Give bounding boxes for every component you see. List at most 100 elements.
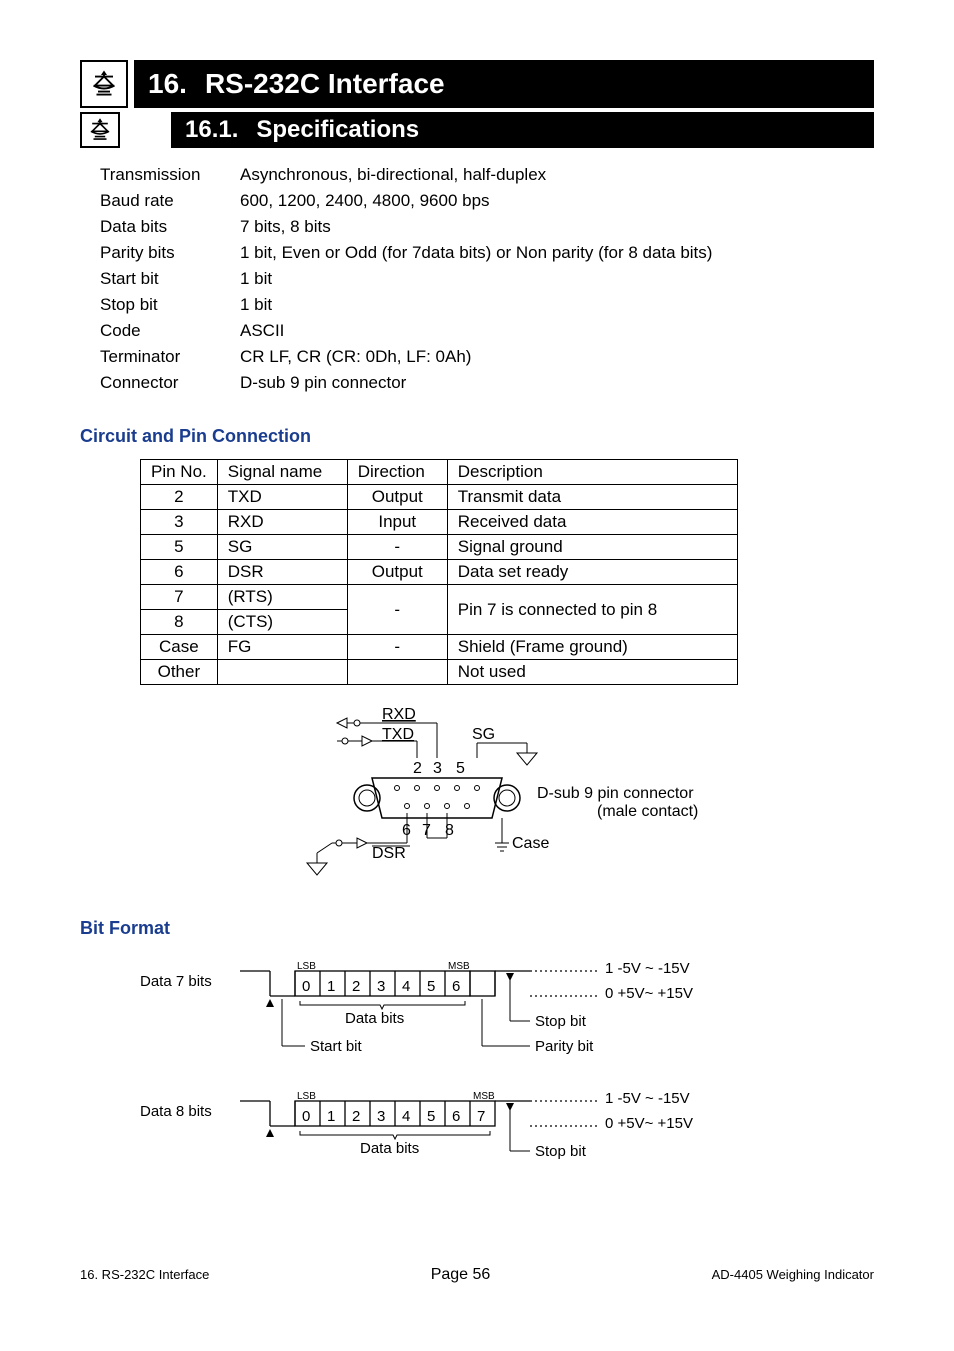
footer-center: Page 56 (431, 1266, 491, 1284)
table-row: OtherNot used (141, 660, 738, 685)
spec-label: Stop bit (100, 295, 240, 315)
svg-text:3: 3 (377, 978, 385, 995)
svg-text:7: 7 (477, 1108, 485, 1125)
footer-left: 16. RS-232C Interface (80, 1267, 209, 1282)
chapter-title-bar: 16. RS-232C Interface (134, 60, 874, 108)
svg-text:MSB: MSB (448, 961, 470, 972)
page-footer: 16. RS-232C Interface Page 56 AD-4405 We… (80, 1266, 874, 1284)
spec-row: CodeASCII (100, 318, 874, 344)
subheading-circuit: Circuit and Pin Connection (80, 426, 874, 447)
svg-text:5: 5 (427, 1108, 435, 1125)
chapter-header: 16. RS-232C Interface (80, 60, 874, 108)
spec-label: Start bit (100, 269, 240, 289)
col-desc: Description (447, 460, 737, 485)
col-dir: Direction (347, 460, 447, 485)
svg-text:Data 8 bits: Data 8 bits (140, 1103, 212, 1120)
col-signal: Signal name (217, 460, 347, 485)
spec-row: TransmissionAsynchronous, bi-directional… (100, 162, 874, 188)
table-row: 2TXDOutputTransmit data (141, 485, 738, 510)
svg-text:5: 5 (427, 978, 435, 995)
svg-text:Data bits: Data bits (345, 1010, 404, 1027)
spec-value: Asynchronous, bi-directional, half-duple… (240, 165, 874, 185)
table-header-row: Pin No. Signal name Direction Descriptio… (141, 460, 738, 485)
scale-icon (80, 60, 128, 108)
spec-value: CR LF, CR (CR: 0Dh, LF: 0Ah) (240, 347, 874, 367)
svg-text:2: 2 (413, 760, 422, 777)
svg-text:6: 6 (452, 1108, 460, 1125)
spec-row: Stop bit1 bit (100, 292, 874, 318)
spec-row: Data bits7 bits, 8 bits (100, 214, 874, 240)
spec-value: 1 bit (240, 269, 874, 289)
spec-row: Parity bits1 bit, Even or Odd (for 7data… (100, 240, 874, 266)
svg-text:RXD: RXD (382, 706, 416, 723)
svg-text:0: 0 (302, 978, 310, 995)
spec-value: ASCII (240, 321, 874, 341)
footer-right: AD-4405 Weighing Indicator (712, 1267, 874, 1282)
chapter-number: 16. (148, 68, 187, 100)
table-row: 7(RTS)-Pin 7 is connected to pin 8 (141, 585, 738, 610)
table-row: 5SG-Signal ground (141, 535, 738, 560)
section-number: 16.1. (185, 116, 238, 144)
spec-row: ConnectorD-sub 9 pin connector (100, 370, 874, 396)
svg-text:DSR: DSR (372, 845, 406, 862)
table-row: 6DSROutputData set ready (141, 560, 738, 585)
spec-row: TerminatorCR LF, CR (CR: 0Dh, LF: 0Ah) (100, 344, 874, 370)
svg-text:Start bit: Start bit (310, 1038, 363, 1055)
spec-row: Baud rate600, 1200, 2400, 4800, 9600 bps (100, 188, 874, 214)
connector-diagram: 2 3 5 6 7 8 RXD TXD SG DSR Case D-sub 9 … (80, 703, 874, 888)
svg-text:2: 2 (352, 1108, 360, 1125)
section-header: 16.1. Specifications (80, 112, 874, 148)
spec-list: TransmissionAsynchronous, bi-directional… (100, 162, 874, 396)
svg-text:2: 2 (352, 978, 360, 995)
svg-text:6: 6 (452, 978, 460, 995)
bit-format-diagram: Data 7 bits LSB MSB 0123456 1 -5V ~ -15V… (110, 951, 874, 1216)
svg-text:MSB: MSB (473, 1091, 495, 1102)
pin-table: Pin No. Signal name Direction Descriptio… (140, 459, 738, 685)
svg-text:TXD: TXD (382, 726, 414, 743)
col-pin: Pin No. (141, 460, 218, 485)
svg-text:0 +5V~ +15V: 0 +5V~ +15V (605, 985, 693, 1002)
spec-label: Code (100, 321, 240, 341)
spec-value: 1 bit (240, 295, 874, 315)
svg-text:(male contact): (male contact) (597, 803, 698, 820)
svg-text:4: 4 (402, 1108, 410, 1125)
svg-text:1 -5V ~ -15V: 1 -5V ~ -15V (605, 960, 690, 977)
svg-text:1: 1 (327, 1108, 335, 1125)
spec-value: 1 bit, Even or Odd (for 7data bits) or N… (240, 243, 874, 263)
svg-text:3: 3 (377, 1108, 385, 1125)
chapter-title: RS-232C Interface (205, 68, 445, 100)
spec-label: Data bits (100, 217, 240, 237)
scale-icon (80, 112, 120, 148)
svg-text:Parity bit: Parity bit (535, 1038, 594, 1055)
svg-text:8: 8 (445, 822, 454, 839)
svg-text:LSB: LSB (297, 961, 316, 972)
svg-text:3: 3 (433, 760, 442, 777)
spec-value: 7 bits, 8 bits (240, 217, 874, 237)
spec-row: Start bit1 bit (100, 266, 874, 292)
svg-text:0 +5V~ +15V: 0 +5V~ +15V (605, 1115, 693, 1132)
table-row: CaseFG-Shield (Frame ground) (141, 635, 738, 660)
svg-text:D-sub 9 pin connector: D-sub 9 pin connector (537, 785, 694, 802)
svg-text:SG: SG (472, 726, 495, 743)
svg-text:Case: Case (512, 835, 549, 852)
spec-label: Connector (100, 373, 240, 393)
spec-label: Parity bits (100, 243, 240, 263)
table-row: 3RXDInputReceived data (141, 510, 738, 535)
subheading-bitformat: Bit Format (80, 918, 874, 939)
section-title-bar: 16.1. Specifications (171, 112, 874, 148)
svg-text:Data bits: Data bits (360, 1140, 419, 1157)
spec-label: Baud rate (100, 191, 240, 211)
svg-text:Stop bit: Stop bit (535, 1013, 587, 1030)
svg-text:5: 5 (456, 760, 465, 777)
section-title: Specifications (256, 116, 419, 144)
spec-label: Transmission (100, 165, 240, 185)
svg-text:1: 1 (327, 978, 335, 995)
svg-text:LSB: LSB (297, 1091, 316, 1102)
spec-value: 600, 1200, 2400, 4800, 9600 bps (240, 191, 874, 211)
svg-text:0: 0 (302, 1108, 310, 1125)
svg-text:4: 4 (402, 978, 410, 995)
svg-text:Stop bit: Stop bit (535, 1143, 587, 1160)
spec-value: D-sub 9 pin connector (240, 373, 874, 393)
svg-text:1 -5V ~ -15V: 1 -5V ~ -15V (605, 1090, 690, 1107)
svg-text:Data 7 bits: Data 7 bits (140, 973, 212, 990)
